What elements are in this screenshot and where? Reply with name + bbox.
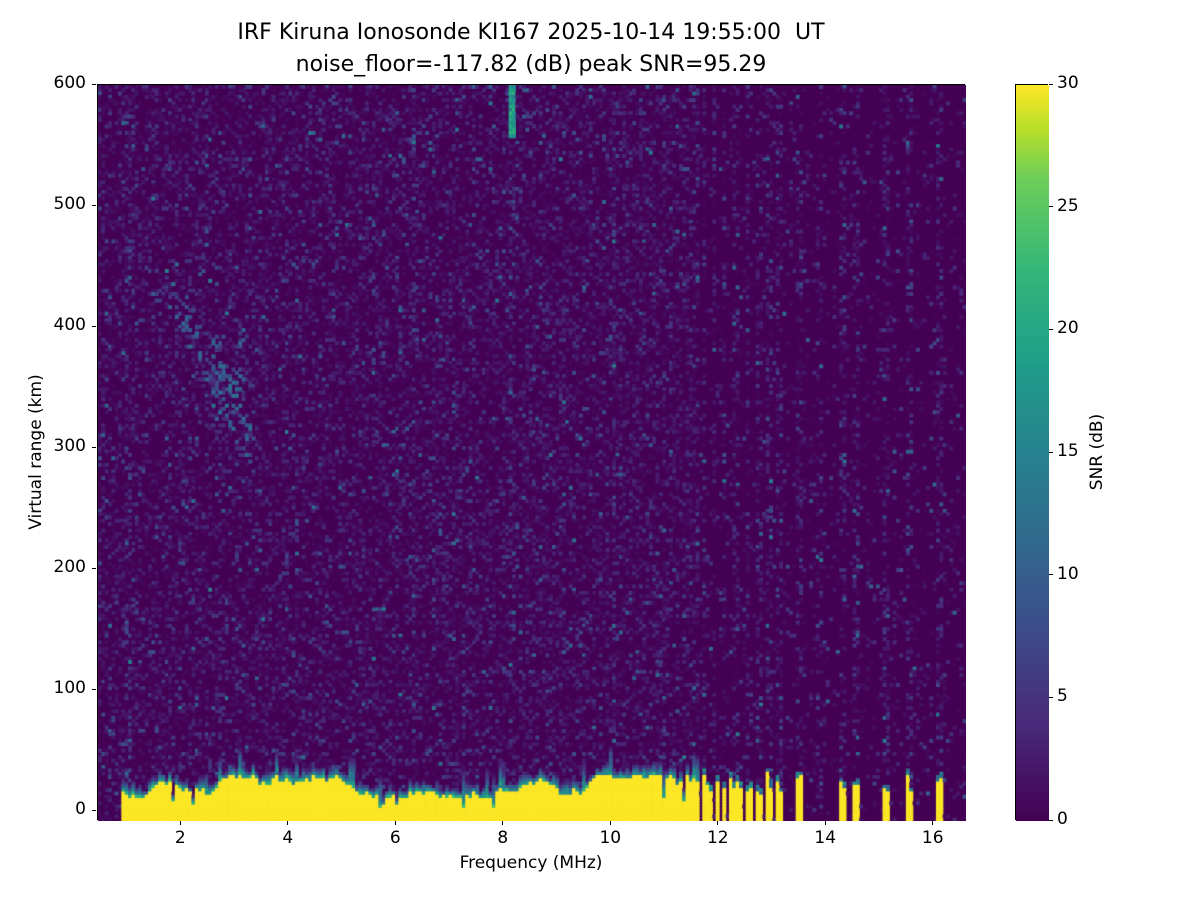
colorbar (1015, 84, 1049, 821)
colorbar-tick-mark (1049, 206, 1053, 208)
x-tick-label: 10 (599, 828, 622, 848)
colorbar-tick-label: 25 (1057, 195, 1079, 216)
colorbar-tick-label: 30 (1057, 73, 1079, 93)
colorbar-tick-mark (1049, 328, 1053, 330)
colorbar-tick-mark (1049, 83, 1053, 85)
y-tick-label: 200 (53, 557, 86, 578)
y-tick-label: 300 (53, 436, 86, 457)
x-tick-label: 4 (282, 828, 294, 848)
x-tick-label: 6 (389, 828, 401, 848)
y-tick-mark (92, 325, 96, 327)
x-axis-label: Frequency (MHz) (459, 853, 603, 873)
x-tick-mark (932, 821, 934, 825)
chart-title: IRF Kiruna Ionosonde KI167 2025-10-14 19… (237, 20, 825, 45)
y-tick-label: 0 (75, 799, 86, 820)
x-tick-label: 12 (706, 828, 729, 848)
colorbar-tick-label: 0 (1057, 809, 1068, 829)
chart-subtitle: noise_floor=-117.82 (dB) peak SNR=95.29 (295, 52, 767, 77)
x-tick-mark (609, 821, 611, 825)
x-tick-mark (824, 821, 826, 825)
colorbar-tick-label: 15 (1057, 441, 1079, 461)
y-tick-mark (92, 809, 96, 811)
x-tick-label: 8 (497, 828, 509, 848)
y-tick-label: 100 (53, 678, 86, 699)
x-tick-label: 14 (814, 828, 837, 848)
colorbar-tick-mark (1049, 696, 1053, 698)
y-tick-label: 600 (53, 73, 86, 93)
x-tick-mark (179, 821, 181, 825)
x-tick-mark (394, 821, 396, 825)
x-tick-label: 16 (921, 828, 944, 848)
colorbar-tick-label: 10 (1057, 563, 1079, 584)
colorbar-gradient (1016, 85, 1049, 821)
y-tick-mark (92, 83, 96, 85)
plot-area (97, 84, 966, 821)
x-tick-label: 2 (174, 828, 186, 848)
ionogram-heatmap (98, 85, 966, 821)
x-tick-mark (502, 821, 504, 825)
y-tick-mark (92, 688, 96, 690)
colorbar-tick-mark (1049, 574, 1053, 576)
colorbar-tick-mark (1049, 819, 1053, 821)
y-tick-mark (92, 446, 96, 448)
colorbar-tick-label: 5 (1057, 686, 1068, 707)
y-tick-label: 400 (53, 315, 86, 336)
y-tick-mark (92, 204, 96, 206)
x-tick-mark (717, 821, 719, 825)
x-tick-mark (287, 821, 289, 825)
colorbar-tick-mark (1049, 451, 1053, 453)
y-tick-label: 500 (53, 194, 86, 215)
colorbar-tick-label: 20 (1057, 318, 1079, 339)
y-tick-mark (92, 567, 96, 569)
